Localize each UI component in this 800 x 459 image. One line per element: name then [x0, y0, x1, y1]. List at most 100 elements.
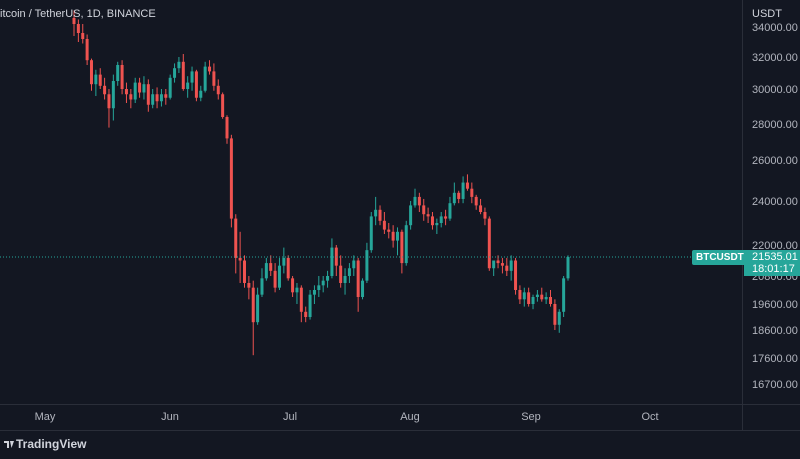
candle-body	[518, 290, 522, 300]
candlestick-chart[interactable]: 34000.00 32000.00 30000.00 28000.00 26000.00…	[0, 0, 800, 430]
candle-body	[264, 263, 268, 279]
candle-body	[89, 60, 93, 85]
y-tick-label: 28000.00	[752, 119, 798, 131]
x-tick-label: May	[35, 411, 56, 423]
candle-body	[107, 94, 111, 109]
candle-body	[212, 71, 216, 86]
candle-body	[133, 82, 137, 100]
x-tick-label: Jun	[161, 411, 179, 423]
candle-body	[422, 205, 426, 215]
tradingview-brand: TradingView	[16, 437, 87, 451]
y-tick-label: 16700.00	[752, 379, 798, 391]
x-tick-label: Sep	[521, 411, 541, 423]
candle-body	[448, 203, 452, 219]
candle-body	[430, 216, 434, 226]
candle-body	[352, 260, 356, 269]
candle-body	[155, 94, 159, 102]
candle-body	[492, 260, 496, 269]
candle-body	[553, 304, 557, 325]
candle-body	[229, 138, 233, 219]
candle-body	[374, 209, 378, 217]
candle-body	[396, 231, 400, 241]
candle-body	[562, 278, 566, 312]
candle-body	[474, 196, 478, 206]
candle-body	[72, 18, 76, 24]
candle-body	[387, 229, 391, 232]
candle-body	[304, 311, 308, 317]
candle-body	[527, 292, 531, 304]
last-price-badge: 21535.01 18:01:17	[744, 250, 800, 276]
candle-body	[361, 280, 365, 297]
candle-body	[295, 287, 299, 293]
y-tick-label: 17600.00	[752, 353, 798, 365]
candle-body	[142, 84, 146, 93]
candle-body	[417, 196, 421, 206]
price-unit-label: USDT	[752, 8, 782, 20]
candle-body	[321, 280, 325, 286]
candle-body	[299, 287, 303, 312]
candle-body	[146, 84, 150, 105]
candle-body	[199, 90, 203, 98]
candle-body	[426, 214, 430, 217]
candle-body	[557, 311, 561, 325]
candle-body	[138, 82, 142, 93]
candle-body	[522, 292, 526, 300]
last-price-value: 21535.01	[752, 251, 798, 263]
candle-body	[444, 216, 448, 219]
candle-body	[177, 61, 181, 69]
candle-body	[409, 205, 413, 226]
candle-body	[124, 89, 128, 95]
candle-body	[277, 265, 281, 288]
candle-body	[535, 294, 539, 297]
chart-title: itcoin / TetherUS, 1D, BINANCE	[0, 8, 156, 20]
candle-body	[190, 71, 194, 83]
candle-body	[369, 216, 373, 251]
candle-body	[452, 192, 456, 204]
candle-body	[282, 257, 286, 266]
candle-body	[531, 297, 535, 304]
y-tick-label: 30000.00	[752, 84, 798, 96]
candle-body	[470, 188, 474, 197]
candle-body	[347, 268, 351, 276]
candle-body	[164, 94, 168, 98]
candle-body	[194, 71, 198, 98]
candle-body	[286, 257, 290, 279]
candle-body	[400, 231, 404, 264]
y-tick-label: 32000.00	[752, 52, 798, 64]
candle-body	[129, 94, 133, 100]
candle-body	[234, 218, 238, 258]
candle-body	[391, 231, 395, 241]
candle-body	[186, 82, 190, 89]
candle-body	[256, 294, 260, 323]
candle-body	[168, 77, 172, 98]
candle-body	[378, 209, 382, 221]
y-tick-label: 19600.00	[752, 299, 798, 311]
candle-body	[479, 205, 483, 212]
candle-body	[544, 297, 548, 300]
bar-countdown: 18:01:17	[752, 263, 795, 275]
candle-body	[251, 287, 255, 323]
candle-body	[509, 260, 513, 271]
tradingview-logo[interactable]: TradingView	[4, 437, 86, 451]
candle-body	[81, 33, 85, 39]
x-tick-label: Oct	[641, 411, 658, 423]
candle-body	[111, 81, 115, 109]
candle-body	[120, 65, 124, 89]
candle-body	[221, 94, 225, 117]
candle-body	[500, 263, 504, 266]
candle-body	[308, 294, 312, 317]
candle-body	[465, 182, 469, 189]
candle-body	[291, 278, 295, 293]
candle-body	[330, 247, 334, 276]
candle-body	[487, 218, 491, 269]
candle-body	[242, 260, 246, 283]
candle-body	[483, 212, 487, 219]
candle-body	[203, 66, 207, 91]
candle-body	[159, 94, 163, 102]
candle-body	[343, 276, 347, 283]
candle-body	[317, 285, 321, 290]
candle-body	[413, 196, 417, 206]
candle-body	[461, 182, 465, 199]
candle-body	[549, 297, 553, 304]
candle-body	[260, 278, 264, 295]
